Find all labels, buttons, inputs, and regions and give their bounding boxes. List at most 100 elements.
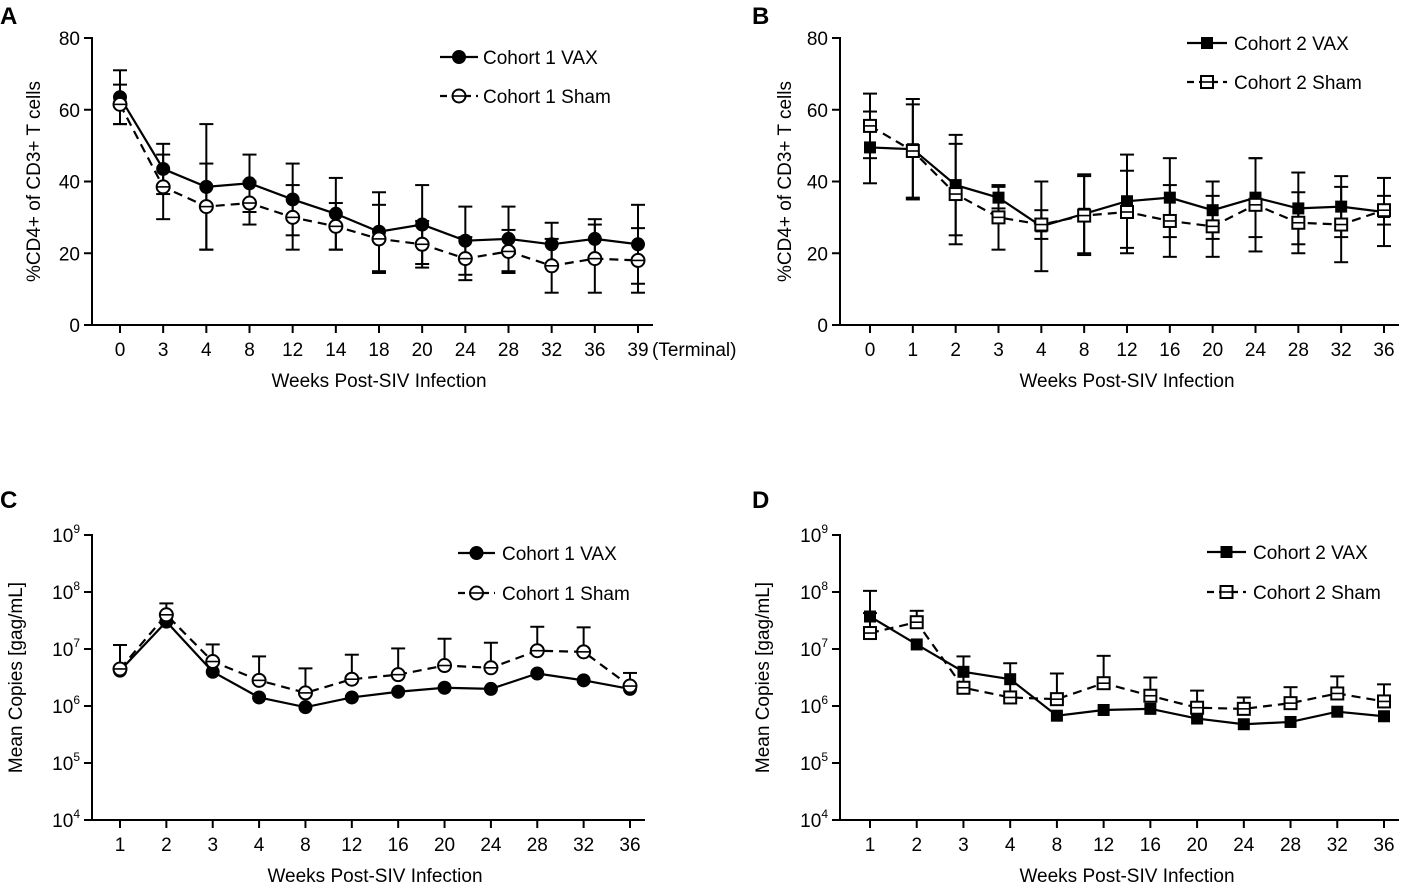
x-tick-label-b-7: 16 bbox=[1159, 340, 1180, 361]
legend-label-b-2: Cohort 2 Sham bbox=[1234, 73, 1362, 94]
x-tick-label-b-3: 3 bbox=[993, 340, 1004, 361]
x-tick-label-d-6: 16 bbox=[1140, 835, 1161, 856]
y-tick-label-c-5: 109 bbox=[52, 522, 80, 547]
x-tick-label-a-10: 32 bbox=[541, 340, 562, 361]
series-d-1-marker-5 bbox=[1097, 703, 1110, 716]
panel-letter-c: C bbox=[0, 487, 17, 514]
legend-d: Cohort 2 VAX Cohort 2 Sham bbox=[1207, 543, 1381, 604]
y-axis-title-b: %CD4+ of CD3+ T cells bbox=[775, 81, 796, 282]
legend-label-d-1: Cohort 2 VAX bbox=[1253, 543, 1368, 564]
x-tick-label-d-8: 24 bbox=[1233, 835, 1255, 856]
series-d-1-marker-8 bbox=[1237, 718, 1250, 731]
x-tick-label-d-0: 1 bbox=[865, 835, 876, 856]
legend-c: Cohort 1 VAX Cohort 1 Sham bbox=[458, 544, 630, 605]
series-c-1-line bbox=[119, 620, 631, 709]
legend-b-1-marker-legend bbox=[1201, 37, 1213, 49]
series-d-1-marker-1 bbox=[910, 638, 923, 651]
y-tick-label-a-1: 20 bbox=[59, 244, 80, 265]
x-tick-label-b-10: 28 bbox=[1288, 340, 1309, 361]
y-tick-label-c-3: 107 bbox=[52, 636, 80, 661]
legend-b: Cohort 2 VAX Cohort 2 Sham bbox=[1187, 34, 1362, 94]
x-tick-label-c-0: 1 bbox=[115, 835, 126, 856]
series-c-1-marker-9 bbox=[530, 666, 545, 681]
series-c-1-marker-10 bbox=[576, 673, 591, 688]
series-d-1-marker-4 bbox=[1050, 709, 1063, 722]
legend-d-1-marker-legend bbox=[1220, 546, 1233, 558]
y-tick-label-c-1: 105 bbox=[52, 750, 80, 775]
x-tick-label-d-2: 3 bbox=[958, 835, 969, 856]
series-d-1-marker-11 bbox=[1378, 710, 1390, 723]
x-annotation-a: (Terminal) bbox=[652, 340, 736, 361]
panel-letter-a: A bbox=[0, 3, 17, 30]
x-axis-title-a: Weeks Post-SIV Infection bbox=[271, 371, 486, 392]
x-tick-label-b-4: 4 bbox=[1036, 340, 1047, 361]
y-tick-label-d-4: 108 bbox=[800, 579, 828, 604]
series-c-2-line bbox=[119, 613, 631, 695]
panel-letter-d: D bbox=[752, 487, 769, 514]
y-tick-label-a-3: 60 bbox=[59, 101, 80, 122]
x-tick-label-c-6: 16 bbox=[388, 835, 409, 856]
series-a-2 bbox=[112, 83, 646, 294]
x-tick-label-c-5: 12 bbox=[341, 835, 362, 856]
x-tick-label-d-1: 2 bbox=[911, 835, 922, 856]
legend-c-1-marker-legend bbox=[469, 546, 484, 560]
x-tick-label-a-1: 3 bbox=[158, 340, 169, 361]
series-d-1-marker-6 bbox=[1144, 702, 1157, 715]
x-tick-label-a-8: 24 bbox=[455, 340, 477, 361]
panel-letter-b: B bbox=[752, 3, 769, 30]
x-tick-label-c-9: 28 bbox=[527, 835, 548, 856]
x-tick-label-c-2: 3 bbox=[207, 835, 218, 856]
x-tick-label-b-11: 32 bbox=[1331, 340, 1352, 361]
x-tick-label-d-10: 32 bbox=[1327, 835, 1348, 856]
series-d-1-line bbox=[869, 615, 1385, 726]
x-tick-label-c-8: 24 bbox=[480, 835, 502, 856]
x-tick-label-a-12: 39 bbox=[627, 340, 648, 361]
x-tick-label-a-3: 8 bbox=[244, 340, 255, 361]
x-tick-label-a-9: 28 bbox=[498, 340, 519, 361]
y-tick-label-d-1: 105 bbox=[800, 750, 828, 775]
x-tick-label-b-9: 24 bbox=[1245, 340, 1267, 361]
series-d-1-marker-7 bbox=[1191, 712, 1204, 725]
legend-label-d-2: Cohort 2 Sham bbox=[1253, 583, 1381, 604]
y-tick-label-d-3: 107 bbox=[800, 636, 828, 661]
x-tick-label-b-6: 12 bbox=[1116, 340, 1137, 361]
x-tick-label-c-7: 20 bbox=[434, 835, 455, 856]
x-tick-label-b-5: 8 bbox=[1079, 340, 1090, 361]
x-tick-label-d-4: 8 bbox=[1052, 835, 1063, 856]
legend-label-b-1: Cohort 2 VAX bbox=[1234, 34, 1349, 55]
x-tick-label-a-7: 20 bbox=[412, 340, 433, 361]
x-tick-label-a-0: 0 bbox=[115, 340, 126, 361]
y-tick-label-b-1: 20 bbox=[807, 244, 828, 265]
y-axis-title-d: Mean Copies [gag/mL] bbox=[753, 582, 774, 773]
x-tick-label-c-3: 4 bbox=[254, 835, 265, 856]
y-tick-label-a-4: 80 bbox=[59, 29, 80, 50]
x-tick-label-b-8: 20 bbox=[1202, 340, 1223, 361]
x-tick-label-d-11: 36 bbox=[1373, 835, 1394, 856]
y-axis-title-a: %CD4+ of CD3+ T cells bbox=[24, 81, 45, 282]
y-tick-label-a-2: 40 bbox=[59, 173, 80, 194]
x-tick-label-b-0: 0 bbox=[865, 340, 876, 361]
x-tick-label-d-9: 28 bbox=[1280, 835, 1301, 856]
y-tick-label-b-2: 40 bbox=[807, 173, 828, 194]
x-tick-label-c-4: 8 bbox=[300, 835, 311, 856]
series-d-1-marker-10 bbox=[1331, 705, 1344, 718]
x-axis-title-b: Weeks Post-SIV Infection bbox=[1019, 371, 1234, 392]
x-tick-label-a-11: 36 bbox=[584, 340, 605, 361]
legend-label-a-1: Cohort 1 VAX bbox=[483, 48, 598, 69]
series-d-1 bbox=[863, 589, 1390, 731]
legend-label-a-2: Cohort 1 Sham bbox=[483, 87, 611, 108]
series-b-2 bbox=[863, 92, 1391, 264]
series-c-1-marker-4 bbox=[298, 700, 313, 715]
x-tick-label-d-7: 20 bbox=[1187, 835, 1208, 856]
x-tick-label-c-11: 36 bbox=[619, 835, 640, 856]
y-tick-label-c-2: 106 bbox=[52, 693, 80, 718]
x-tick-label-a-4: 12 bbox=[282, 340, 303, 361]
x-tick-label-c-10: 32 bbox=[573, 835, 594, 856]
y-tick-label-d-5: 109 bbox=[800, 522, 828, 547]
legend-label-c-1: Cohort 1 VAX bbox=[502, 544, 617, 565]
x-tick-label-d-5: 12 bbox=[1093, 835, 1114, 856]
x-tick-label-a-2: 4 bbox=[201, 340, 212, 361]
